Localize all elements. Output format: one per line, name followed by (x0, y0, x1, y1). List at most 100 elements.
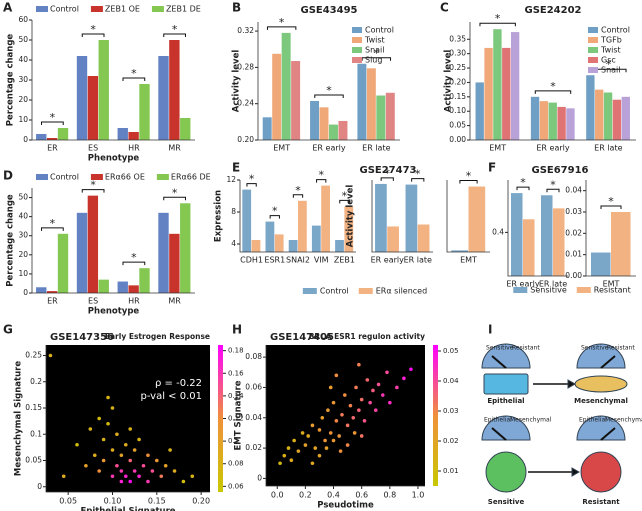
sig-bracket (41, 227, 64, 231)
y-axis-label: Percentage change (6, 194, 16, 287)
sig-star: * (90, 23, 96, 36)
y-tick-label: 0 (257, 473, 262, 482)
bar (98, 279, 109, 293)
y-axis-label: Expression (214, 190, 224, 242)
bar (158, 56, 169, 140)
colorbar-tick-label: 0.08 (228, 460, 244, 468)
bar (298, 200, 307, 252)
legend-swatch (156, 174, 169, 180)
legend-swatch (588, 37, 598, 43)
x-tick-label: EMT (489, 144, 506, 153)
sig-bracket (380, 177, 394, 181)
legend-swatch (352, 37, 362, 43)
bar (335, 240, 344, 252)
bar (387, 226, 399, 252)
point (354, 385, 358, 390)
y-tick-label: 0.24 (237, 99, 254, 108)
chart-title: GSE147405 (270, 332, 334, 343)
y-tick-label: 0.04 (245, 413, 262, 422)
x-tick-label: EMT (273, 144, 290, 153)
point (388, 400, 392, 405)
legend-swatch (588, 67, 598, 73)
x-tick-label: ER (47, 297, 58, 306)
x-tick-label: 0.05 (59, 497, 77, 506)
chart-title: GSE67916 (531, 165, 588, 176)
bar (548, 102, 557, 140)
point (376, 382, 381, 387)
sig-bracket (534, 90, 572, 94)
y-tick-label: 50 (18, 35, 28, 44)
bar (311, 225, 321, 252)
bar (603, 92, 613, 140)
bar (36, 287, 47, 293)
legend-swatch (576, 287, 591, 293)
bar (117, 281, 128, 293)
bar (475, 82, 484, 140)
point (359, 397, 364, 402)
axes (507, 180, 568, 277)
bar (158, 212, 169, 293)
colorbar-tick-label: 0.04 (443, 377, 459, 385)
legend-swatch (302, 288, 317, 294)
point (155, 458, 159, 463)
x-axis-label: Pseudotime (317, 501, 374, 511)
point (119, 479, 124, 484)
bar (502, 47, 511, 141)
bar (338, 120, 348, 140)
x-tick-label: 0.10 (104, 497, 122, 506)
gauge-label: Mesenchymal (605, 417, 642, 424)
colorbar-tick-label: 0.06 (228, 482, 244, 490)
legend-swatch (36, 6, 48, 12)
point (395, 385, 399, 390)
plot-background (266, 345, 425, 486)
panel-label: C (440, 1, 449, 15)
annotation: p-val < 0.01 (140, 391, 202, 402)
point (146, 453, 150, 458)
bar (46, 138, 58, 140)
point (101, 458, 106, 463)
colorbar-tick-label: 0.01 (443, 467, 459, 475)
point (123, 474, 128, 479)
x-tick-label: EMT (460, 256, 477, 265)
y-tick-label: 0.01 (565, 250, 582, 259)
point (331, 438, 336, 443)
sig-star: * (608, 195, 614, 208)
colorbar-tick-label: 0.14 (228, 392, 244, 400)
point (128, 479, 133, 484)
bar (553, 208, 565, 276)
y-tick-label: 0.05 (449, 121, 466, 130)
sig-bracket (246, 183, 257, 187)
sig-bracket (339, 199, 350, 204)
x-tick-label: ER early (312, 144, 345, 153)
panel-label: D (3, 169, 13, 183)
sig-star: * (90, 179, 96, 192)
bar (319, 107, 329, 140)
sig-bracket (81, 33, 105, 37)
legend-swatch (352, 47, 362, 53)
chart-title: GSE27473 (359, 165, 416, 176)
legend-label: ZEB1 OE (105, 5, 140, 14)
bar (169, 233, 180, 293)
bar (468, 186, 486, 252)
panel-label: A (3, 1, 13, 15)
needle (491, 355, 507, 369)
point (334, 373, 339, 378)
bar (76, 56, 88, 140)
needle (600, 427, 616, 441)
sig-bracket (316, 179, 327, 183)
y-axis-label: Activity level (346, 185, 356, 248)
bar (87, 195, 99, 293)
point (296, 449, 301, 453)
legend-label: Sensitive (530, 286, 567, 295)
sig-star: * (131, 67, 137, 80)
sig-bracket (122, 261, 146, 266)
colorbar-tick-label: 0.1 (228, 437, 239, 445)
sig-bracket (411, 178, 425, 182)
sig-bracket (546, 188, 560, 193)
axes (257, 22, 400, 141)
point (110, 406, 115, 410)
gauge-label: Sensitive (486, 345, 514, 352)
colorbar-tick-label: 0.05 (443, 347, 459, 355)
sig-star: * (172, 186, 178, 199)
